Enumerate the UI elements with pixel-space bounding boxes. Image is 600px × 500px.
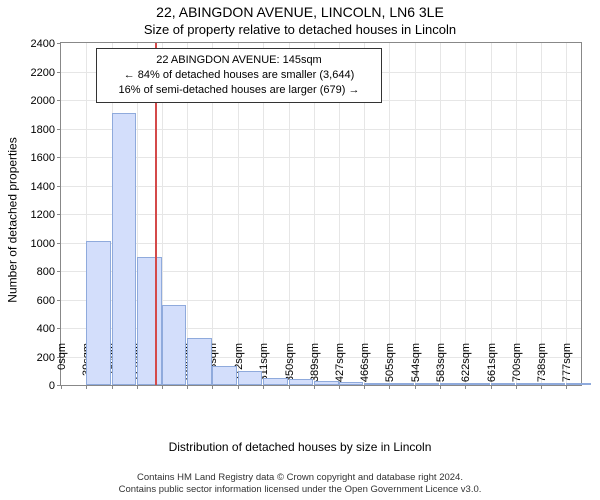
- x-axis-label: Distribution of detached houses by size …: [0, 440, 600, 454]
- gridline-vertical: [491, 43, 492, 385]
- attribution-line-2: Contains public sector information licen…: [0, 484, 600, 496]
- y-tick-mark: [57, 243, 61, 244]
- histogram-bar: [389, 383, 414, 385]
- y-tick-label: 1400: [31, 181, 61, 193]
- gridline-horizontal: [61, 157, 581, 158]
- gridline-horizontal: [61, 186, 581, 187]
- y-tick-label: 2000: [31, 95, 61, 107]
- page-title: 22, ABINGDON AVENUE, LINCOLN, LN6 3LE: [0, 4, 600, 20]
- y-tick-mark: [57, 214, 61, 215]
- x-tick-mark: [86, 385, 87, 389]
- gridline-vertical: [389, 43, 390, 385]
- gridline-vertical: [566, 43, 567, 385]
- chart-infobox: 22 ABINGDON AVENUE: 145sqm ← 84% of deta…: [96, 48, 382, 103]
- histogram-bar: [137, 257, 162, 385]
- y-tick-mark: [57, 129, 61, 130]
- x-tick-mark: [137, 385, 138, 389]
- histogram-bar: [289, 379, 314, 385]
- infobox-line-1: 22 ABINGDON AVENUE: 145sqm: [105, 53, 373, 68]
- x-tick-mark: [389, 385, 390, 389]
- x-tick-mark: [112, 385, 113, 389]
- histogram-bar: [187, 338, 212, 385]
- y-tick-label: 1600: [31, 152, 61, 164]
- y-tick-mark: [57, 157, 61, 158]
- y-tick-label: 800: [37, 266, 61, 278]
- x-tick-mark: [415, 385, 416, 389]
- y-tick-mark: [57, 271, 61, 272]
- x-tick-label: 0sqm: [56, 343, 68, 389]
- histogram-bar: [465, 383, 490, 385]
- x-tick-mark: [314, 385, 315, 389]
- x-tick-mark: [339, 385, 340, 389]
- gridline-vertical: [465, 43, 466, 385]
- y-tick-label: 600: [37, 295, 61, 307]
- gridline-vertical: [541, 43, 542, 385]
- x-tick-mark: [263, 385, 264, 389]
- histogram-bar: [112, 113, 137, 385]
- y-tick-mark: [57, 328, 61, 329]
- histogram-bar: [263, 378, 288, 385]
- attribution-line-1: Contains HM Land Registry data © Crown c…: [0, 472, 600, 484]
- page-subtitle: Size of property relative to detached ho…: [0, 22, 600, 37]
- x-tick-mark: [566, 385, 567, 389]
- y-axis-label-text: Number of detached properties: [6, 137, 20, 302]
- histogram-bar: [566, 383, 591, 385]
- x-tick-mark: [187, 385, 188, 389]
- x-tick-mark: [364, 385, 365, 389]
- histogram-bar: [162, 305, 187, 385]
- y-tick-label: 400: [37, 323, 61, 335]
- x-tick-mark: [289, 385, 290, 389]
- histogram-bar: [314, 381, 339, 385]
- y-tick-label: 1800: [31, 124, 61, 136]
- gridline-horizontal: [61, 129, 581, 130]
- gridline-vertical: [516, 43, 517, 385]
- x-tick-mark: [541, 385, 542, 389]
- x-tick-mark: [212, 385, 213, 389]
- y-tick-label: 2200: [31, 67, 61, 79]
- x-tick-mark: [440, 385, 441, 389]
- y-tick-mark: [57, 186, 61, 187]
- x-tick-mark: [516, 385, 517, 389]
- x-tick-mark: [238, 385, 239, 389]
- y-tick-label: 1000: [31, 238, 61, 250]
- gridline-vertical: [440, 43, 441, 385]
- histogram-bar: [212, 366, 237, 385]
- attribution-footer: Contains HM Land Registry data © Crown c…: [0, 472, 600, 496]
- histogram-bar: [339, 382, 364, 385]
- y-tick-mark: [57, 43, 61, 44]
- gridline-vertical: [415, 43, 416, 385]
- y-tick-mark: [57, 72, 61, 73]
- gridline-horizontal: [61, 243, 581, 244]
- gridline-horizontal: [61, 214, 581, 215]
- histogram-bar: [440, 383, 465, 385]
- infobox-line-2: ← 84% of detached houses are smaller (3,…: [105, 68, 373, 83]
- histogram-bar: [415, 383, 440, 385]
- histogram-bar: [238, 371, 263, 385]
- infobox-line-3: 16% of semi-detached houses are larger (…: [105, 83, 373, 98]
- histogram-bar: [516, 383, 541, 385]
- y-tick-mark: [57, 100, 61, 101]
- x-tick-mark: [61, 385, 62, 389]
- histogram-bar: [491, 383, 516, 385]
- y-tick-label: 2400: [31, 38, 61, 50]
- histogram-bar: [364, 383, 389, 385]
- histogram-bar: [86, 241, 111, 385]
- y-tick-mark: [57, 300, 61, 301]
- histogram-bar: [541, 383, 566, 385]
- y-tick-label: 1200: [31, 209, 61, 221]
- x-tick-mark: [162, 385, 163, 389]
- x-tick-mark: [491, 385, 492, 389]
- x-tick-mark: [465, 385, 466, 389]
- y-axis-label: Number of detached properties: [6, 0, 20, 440]
